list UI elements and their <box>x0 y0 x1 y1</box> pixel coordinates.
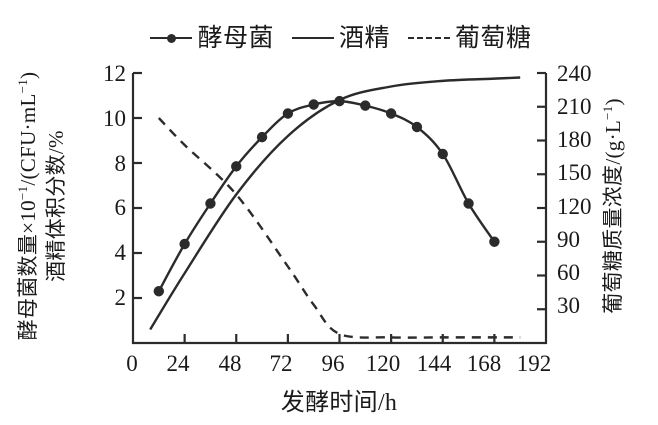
data-point-yeast-108h <box>360 100 371 111</box>
legend-label-glucose: 葡萄糖 <box>455 24 532 52</box>
x-tick-24: 24 <box>166 351 190 376</box>
y-right-tick-60: 60 <box>557 260 580 285</box>
axis-frame <box>131 73 548 345</box>
legend-item-yeast: 酵母菌 <box>150 26 274 51</box>
chart-legend: 酵母菌 酒精 葡萄糖 <box>126 16 556 60</box>
y-left-tick-6: 6 <box>114 195 127 220</box>
data-point-yeast-132h <box>411 121 423 133</box>
x-tick-120: 120 <box>365 351 401 376</box>
data-point-yeast-168h <box>489 236 500 247</box>
data-point-yeast-144h <box>437 148 448 160</box>
y-axis-right-ticks <box>537 71 546 311</box>
series-line-alcohol <box>149 76 521 331</box>
series-line-glucose <box>157 117 521 339</box>
y-right-tick-150: 150 <box>557 160 592 185</box>
x-tick-0: 0 <box>126 351 138 376</box>
x-axis-title: 发酵时间/h <box>280 390 398 416</box>
x-tick-96: 96 <box>321 351 345 376</box>
y-right-tick-30: 30 <box>557 293 580 318</box>
legend-label-alcohol: 酒精 <box>338 24 390 52</box>
data-point-yeast-24h <box>179 238 190 250</box>
data-point-yeast-48h <box>231 161 242 172</box>
y-left-tick-10: 10 <box>103 106 126 131</box>
x-tick-168: 168 <box>466 351 502 376</box>
data-point-yeast-120h <box>385 108 397 119</box>
legend-item-glucose: 葡萄糖 <box>408 26 532 51</box>
data-point-yeast-84h <box>308 99 319 110</box>
data-point-yeast-96h <box>334 95 345 107</box>
y-right-tick-180: 180 <box>557 127 592 152</box>
line-marker-icon <box>291 31 334 45</box>
y-left-tick-2: 2 <box>114 285 127 310</box>
data-point-yeast-12h <box>153 286 165 297</box>
line-dot-marker-icon <box>150 31 193 45</box>
x-axis-ticks <box>183 334 496 343</box>
y-right-tick-120: 120 <box>557 194 592 219</box>
y-left-tick-4: 4 <box>114 240 127 265</box>
series-markers-yeast <box>153 95 500 297</box>
y-right-tick-90: 90 <box>557 227 580 252</box>
data-point-yeast-72h <box>282 108 294 119</box>
x-tick-48: 48 <box>218 351 242 376</box>
x-tick-192: 192 <box>516 351 552 376</box>
series-line-yeast <box>157 99 496 292</box>
data-point-yeast-156h <box>463 198 474 209</box>
data-point-yeast-36h <box>205 198 216 209</box>
legend-label-yeast: 酵母菌 <box>197 24 274 52</box>
x-tick-144: 144 <box>416 351 452 376</box>
x-tick-72: 72 <box>269 351 293 376</box>
legend-item-alcohol: 酒精 <box>291 24 390 52</box>
y-right-tick-240: 240 <box>557 61 592 86</box>
y-axis-left-ticks <box>133 71 142 300</box>
y-left-tick-8: 8 <box>114 151 127 176</box>
y-left-tick-12: 12 <box>103 61 126 86</box>
dashed-line-marker-icon <box>408 31 450 45</box>
y-right-tick-210: 210 <box>557 94 592 119</box>
data-point-yeast-60h <box>256 131 268 143</box>
